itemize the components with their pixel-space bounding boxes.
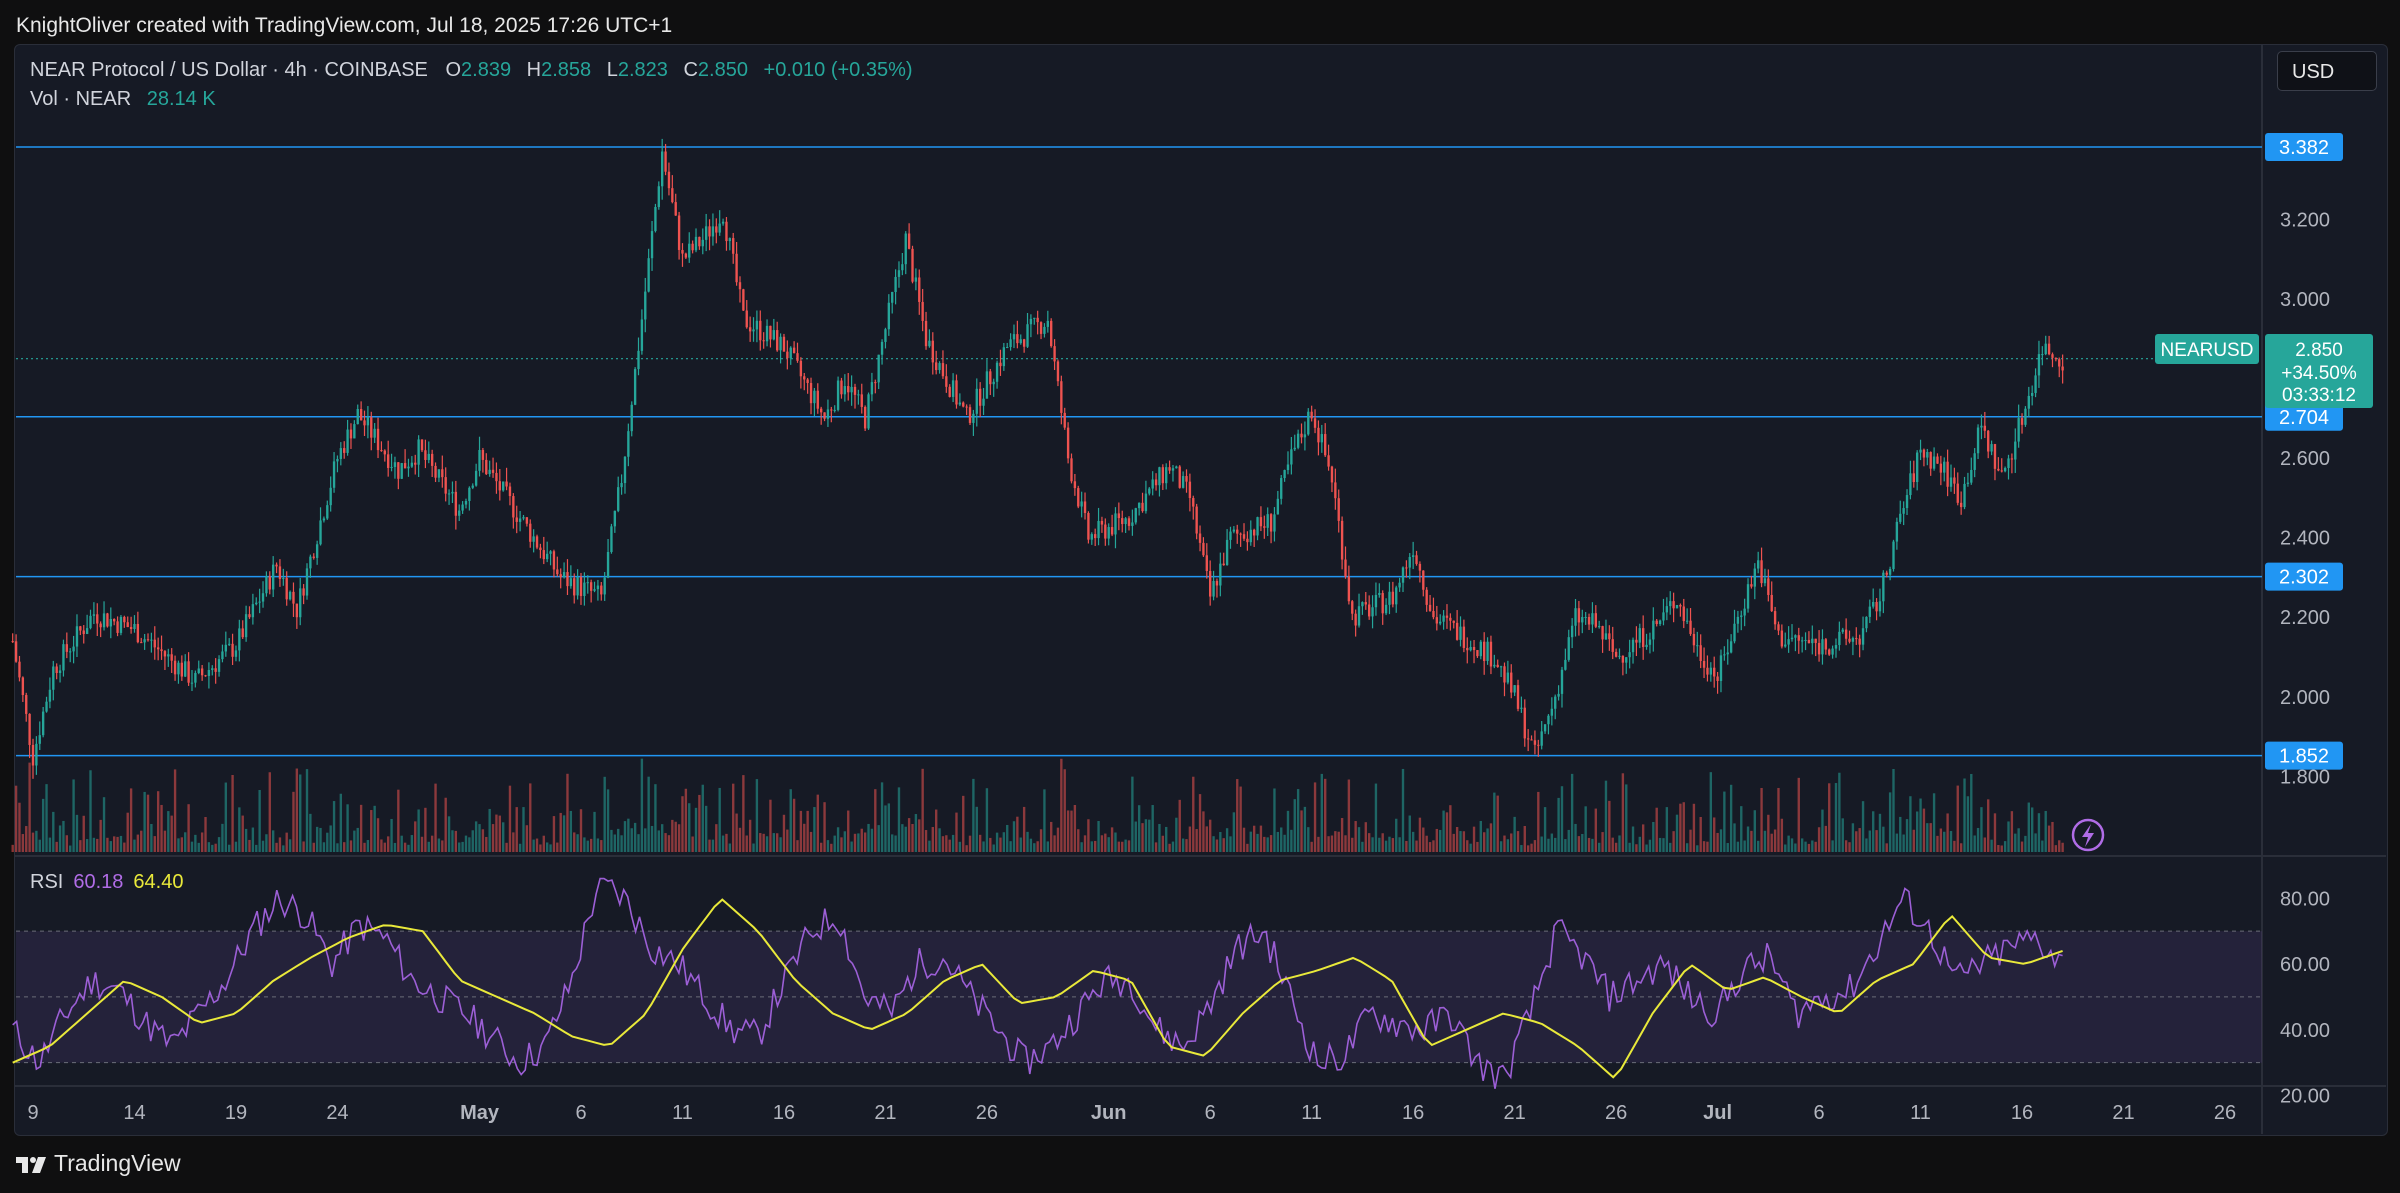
volume-label: Vol · NEAR (30, 88, 132, 110)
close-value: 2.850 (697, 59, 748, 81)
open-label: O (445, 59, 462, 81)
volume-legend: Vol · NEAR 28.14 K (30, 88, 216, 111)
low-value: 2.823 (617, 59, 668, 81)
rsi-legend: RSI 60.18 64.40 (30, 871, 183, 894)
volume-value: 28.14 K (146, 88, 216, 110)
currency-button[interactable]: USD (2277, 51, 2377, 91)
high-label: H (526, 59, 542, 81)
rsi-value: 60.18 (73, 871, 124, 893)
low-label: L (606, 59, 618, 81)
symbol-name: NEAR Protocol / US Dollar · 4h · COINBAS… (30, 59, 428, 81)
rsi-label: RSI (30, 871, 64, 893)
symbol-legend: NEAR Protocol / US Dollar · 4h · COINBAS… (30, 59, 913, 82)
rsi-ma-value: 64.40 (133, 871, 184, 893)
change-value: +0.010 (+0.35%) (763, 59, 913, 81)
chart-panel[interactable]: NEAR Protocol / US Dollar · 4h · COINBAS… (14, 44, 2388, 1136)
brand-name: TradingView (54, 1150, 181, 1176)
tradingview-logo-icon (16, 1154, 46, 1174)
close-label: C (683, 59, 698, 81)
open-value: 2.839 (461, 59, 512, 81)
tradingview-brand[interactable]: TradingView (16, 1150, 181, 1177)
high-value: 2.858 (541, 59, 592, 81)
credit-line: KnightOliver created with TradingView.co… (16, 14, 673, 37)
